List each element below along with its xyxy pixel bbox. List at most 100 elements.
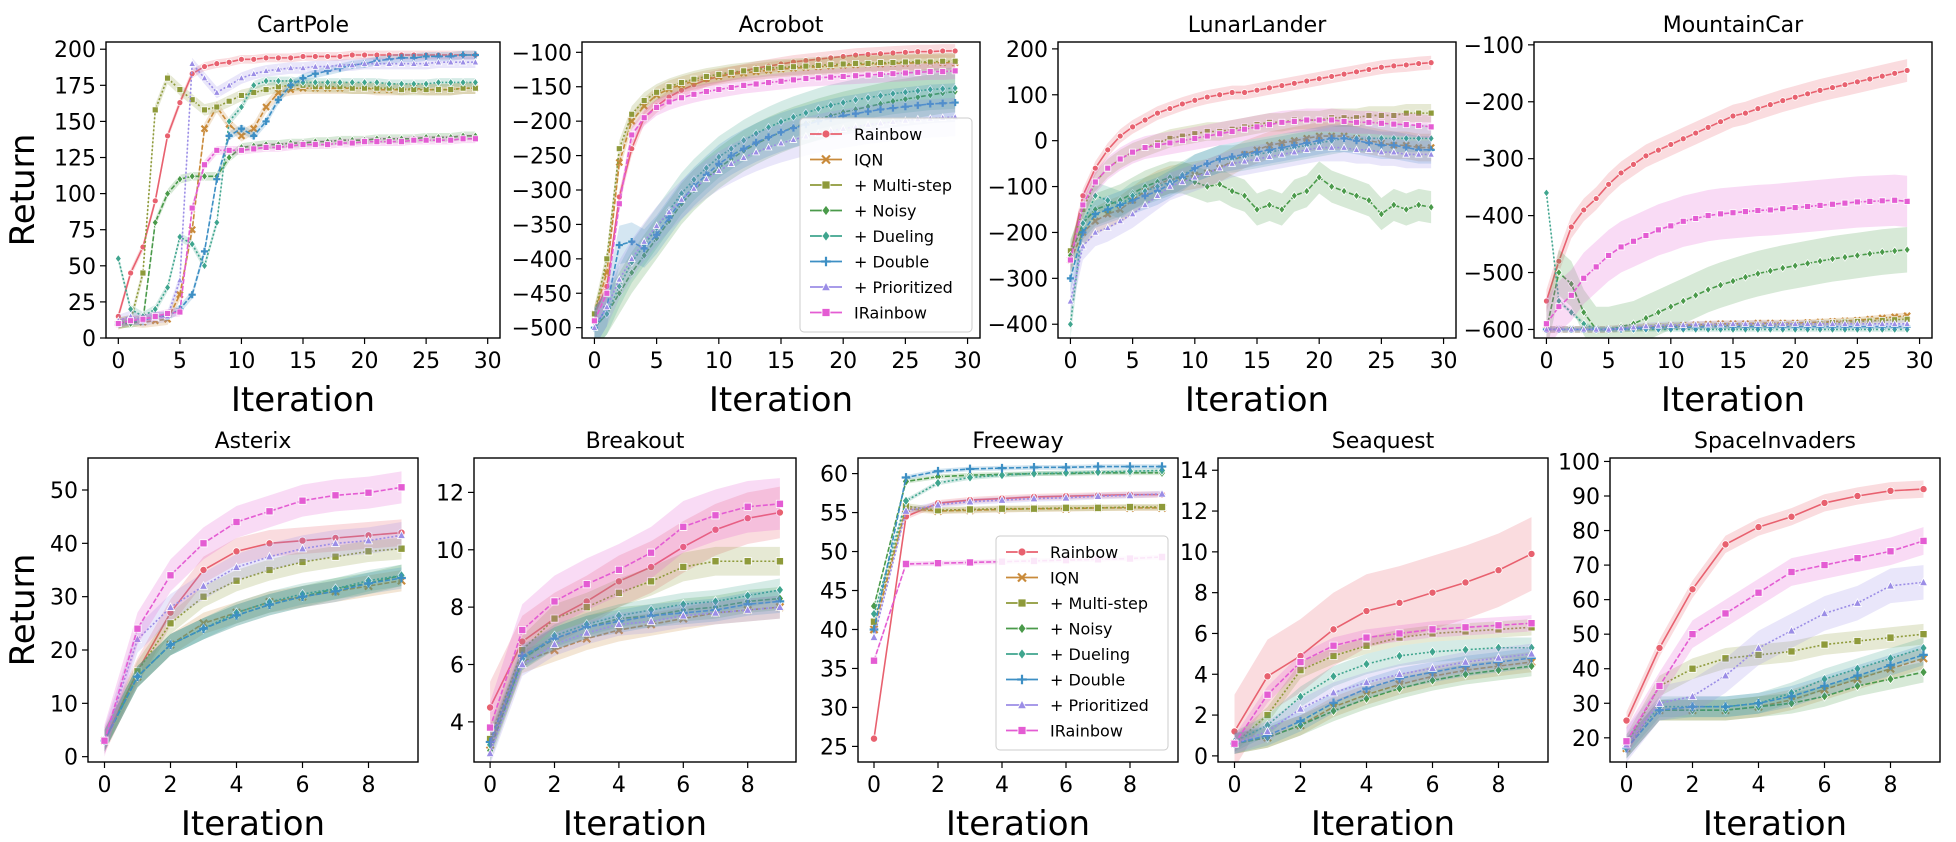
point-irainbow — [486, 723, 495, 732]
point-noisy — [1555, 267, 1563, 278]
point-rainbow — [1141, 116, 1149, 124]
y-tick-label: 75 — [68, 219, 96, 244]
point-irainbow — [870, 656, 878, 665]
point-multi-step — [864, 59, 872, 67]
y-tick-label: 150 — [54, 110, 96, 135]
point-prioritized — [1878, 319, 1887, 327]
y-tick-label: 50 — [820, 541, 848, 566]
point-multi-step — [615, 145, 623, 153]
x-tick-label: 4 — [1752, 773, 1766, 798]
band-noisy — [1234, 655, 1532, 754]
point-prioritized — [198, 580, 209, 590]
point-rainbow — [176, 99, 184, 107]
point-double — [331, 587, 340, 596]
point-rainbow — [1104, 146, 1112, 154]
y-tick-label: −100 — [988, 176, 1048, 201]
point-irainbow — [139, 315, 147, 323]
point-noisy — [1729, 276, 1737, 286]
band-iqn — [118, 82, 476, 330]
point-rainbow — [926, 48, 934, 56]
point-rainbow — [1129, 123, 1137, 131]
legend-marker — [821, 308, 831, 317]
point-iqn — [1116, 205, 1124, 214]
point-prioritized — [311, 62, 320, 70]
point-irainbow — [1428, 625, 1437, 634]
point-prioritized — [1091, 227, 1100, 236]
point-prioritized — [1061, 492, 1071, 502]
point-double — [311, 70, 319, 78]
point-double — [213, 175, 221, 183]
point-noisy — [1853, 250, 1861, 261]
point-multi-step — [665, 83, 673, 91]
point-irainbow — [1866, 197, 1874, 205]
point-prioritized — [1427, 662, 1438, 672]
legend-label: IQN — [854, 151, 883, 170]
series-line-iqn — [593, 61, 956, 315]
point-irainbow — [1390, 120, 1398, 128]
y-tick-label: 0 — [82, 327, 96, 352]
point-irainbow — [1377, 119, 1385, 127]
legend-marker — [821, 154, 831, 165]
series-line-double — [1234, 657, 1532, 745]
y-tick-label: −200 — [512, 110, 572, 135]
point-multi-step — [397, 544, 406, 553]
point-dueling — [385, 79, 393, 89]
y-tick-label: 14 — [1180, 459, 1208, 484]
point-noisy — [1919, 666, 1928, 678]
point-prioritized — [615, 275, 624, 283]
point-dueling — [876, 91, 885, 101]
point-noisy — [1679, 296, 1687, 306]
point-prioritized — [1729, 319, 1737, 327]
point-irainbow — [1692, 215, 1700, 222]
point-irainbow — [1067, 256, 1074, 264]
point-noisy — [615, 288, 623, 298]
point-prioritized — [286, 63, 295, 72]
y-tick-label: 10 — [50, 692, 78, 717]
point-dueling — [1362, 658, 1371, 670]
point-multi-step — [1886, 633, 1895, 642]
y-tick-label: 125 — [54, 147, 96, 172]
point-prioritized — [1460, 656, 1471, 666]
point-rainbow — [1787, 512, 1796, 521]
point-irainbow — [1903, 197, 1911, 205]
point-irainbow — [1804, 203, 1812, 210]
point-prioritized — [1262, 726, 1273, 736]
point-rainbow — [711, 525, 720, 534]
point-rainbow — [1592, 195, 1600, 202]
y-tick-label: −300 — [1464, 148, 1524, 173]
point-prioritized — [231, 562, 242, 571]
point-prioritized — [997, 494, 1007, 504]
point-dueling — [752, 128, 760, 139]
point-prioritized — [777, 138, 785, 147]
point-multi-step — [331, 552, 340, 561]
point-multi-step — [1365, 112, 1373, 119]
point-dueling — [299, 77, 307, 87]
point-dueling — [1395, 650, 1404, 662]
point-rainbow — [1605, 180, 1613, 188]
point-double — [1265, 146, 1274, 154]
point-prioritized — [789, 135, 798, 143]
y-tick-label: 25 — [820, 735, 848, 760]
point-prioritized — [165, 602, 176, 611]
point-rainbow — [1717, 118, 1724, 126]
point-multi-step — [298, 558, 307, 566]
band-rainbow — [1546, 59, 1908, 313]
y-tick-label: 4 — [1194, 663, 1208, 688]
point-prioritized — [225, 80, 234, 89]
point-multi-step — [1787, 647, 1796, 656]
series-line-dueling — [593, 87, 956, 329]
legend-marker — [821, 180, 831, 190]
point-multi-step — [364, 547, 373, 556]
point-dueling — [225, 116, 233, 126]
point-irainbow — [1315, 116, 1323, 124]
point-dueling — [164, 282, 172, 293]
series-line-noisy — [873, 472, 1162, 607]
point-irainbow — [1303, 116, 1311, 124]
point-prioritized — [1890, 319, 1899, 327]
axes-frame — [473, 457, 797, 763]
point-prioritized — [1157, 488, 1167, 498]
point-prioritized — [1852, 597, 1863, 607]
point-double — [1278, 143, 1286, 152]
axes-frame — [87, 457, 419, 763]
y-tick-label: 100 — [1558, 450, 1600, 475]
